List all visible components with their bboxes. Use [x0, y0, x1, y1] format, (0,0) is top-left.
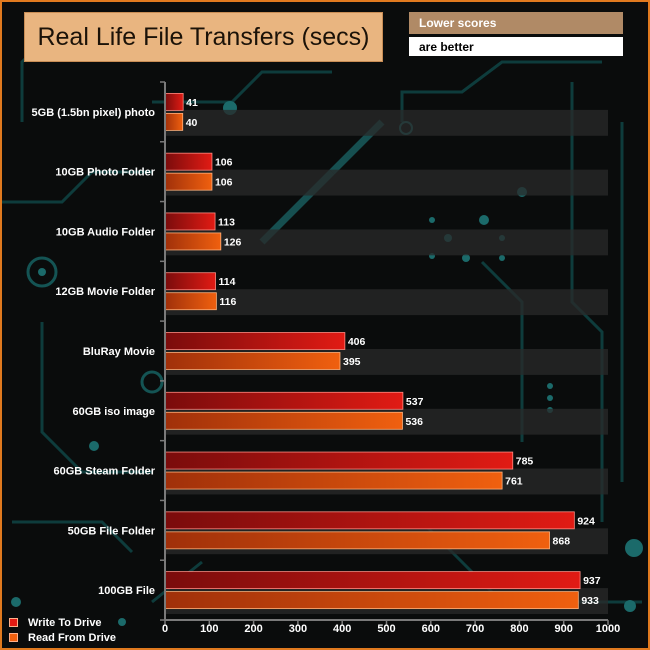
- value-label-write: 113: [218, 216, 235, 228]
- value-label-read: 106: [215, 177, 233, 189]
- bar-read: [164, 471, 503, 490]
- bar-read: [164, 411, 403, 430]
- bar-write: [164, 212, 216, 231]
- row-band: [165, 109, 608, 136]
- legend-label-write: Write To Drive: [28, 616, 102, 629]
- legend-item-read: Read From Drive: [9, 630, 116, 645]
- x-tick-label: 200: [244, 623, 262, 635]
- bar-read: [164, 531, 550, 550]
- bar-read: [164, 292, 217, 311]
- bar-write: [164, 152, 213, 171]
- value-label-read: 40: [186, 117, 198, 129]
- legend-swatch-read: [9, 633, 18, 642]
- x-tick-label: 600: [422, 623, 440, 635]
- bar-write: [164, 571, 581, 590]
- chart-title: Real Life File Transfers (secs): [24, 12, 383, 62]
- value-label-read: 868: [553, 535, 571, 547]
- legend-item-write: Write To Drive: [9, 615, 116, 630]
- category-label: 60GB Steam Folder: [54, 466, 156, 478]
- category-label: 12GB Movie Folder: [55, 286, 155, 298]
- value-label-write: 937: [583, 575, 601, 587]
- bar-write: [164, 92, 184, 111]
- category-label: 10GB Audio Folder: [56, 226, 156, 238]
- value-label-write: 537: [406, 396, 424, 408]
- value-label-write: 106: [215, 157, 233, 169]
- legend-swatch-write: [9, 618, 18, 627]
- category-label: 10GB Photo Folder: [55, 167, 155, 179]
- row-band: [165, 289, 608, 316]
- category-label: 5GB (1.5bn pixel) photo: [32, 107, 156, 119]
- value-label-write: 41: [186, 97, 198, 109]
- x-tick-label: 300: [289, 623, 307, 635]
- row-band: [165, 169, 608, 196]
- x-tick-label: 700: [466, 623, 484, 635]
- bar-write: [164, 451, 514, 470]
- value-label-read: 933: [581, 595, 599, 607]
- x-tick-label: 1000: [596, 623, 620, 635]
- bar-read: [164, 172, 213, 191]
- category-label: 100GB File: [98, 585, 155, 597]
- value-label-write: 785: [516, 456, 534, 468]
- bar-read: [164, 112, 184, 131]
- x-tick-label: 800: [510, 623, 528, 635]
- legend-label-read: Read From Drive: [28, 631, 117, 644]
- note-are-better: are better: [409, 37, 623, 56]
- bar-write: [164, 391, 404, 410]
- value-label-read: 761: [505, 476, 523, 488]
- value-label-read: 395: [343, 356, 361, 368]
- x-tick-label: 100: [200, 623, 218, 635]
- bar-read: [164, 591, 579, 610]
- bar-read: [164, 232, 222, 251]
- x-tick-label: 900: [555, 623, 573, 635]
- value-label-write: 924: [577, 515, 595, 527]
- bar-write: [164, 511, 575, 530]
- legend: Write To Drive Read From Drive: [9, 615, 116, 645]
- category-label: BluRay Movie: [83, 346, 155, 358]
- category-label: 60GB iso image: [72, 406, 155, 418]
- x-tick-label: 0: [162, 623, 168, 635]
- x-tick-label: 500: [377, 623, 395, 635]
- bar-write: [164, 272, 216, 291]
- category-label: 50GB File Folder: [68, 525, 156, 537]
- value-label-read: 116: [219, 296, 236, 308]
- bar-write: [164, 332, 346, 350]
- bar-read: [164, 352, 341, 370]
- row-band: [165, 229, 608, 256]
- value-label-write: 406: [348, 336, 366, 348]
- value-label-read: 126: [224, 236, 242, 248]
- value-label-read: 536: [405, 416, 423, 428]
- x-tick-label: 400: [333, 623, 351, 635]
- note-lower-scores: Lower scores: [409, 12, 623, 34]
- value-label-write: 114: [219, 276, 236, 288]
